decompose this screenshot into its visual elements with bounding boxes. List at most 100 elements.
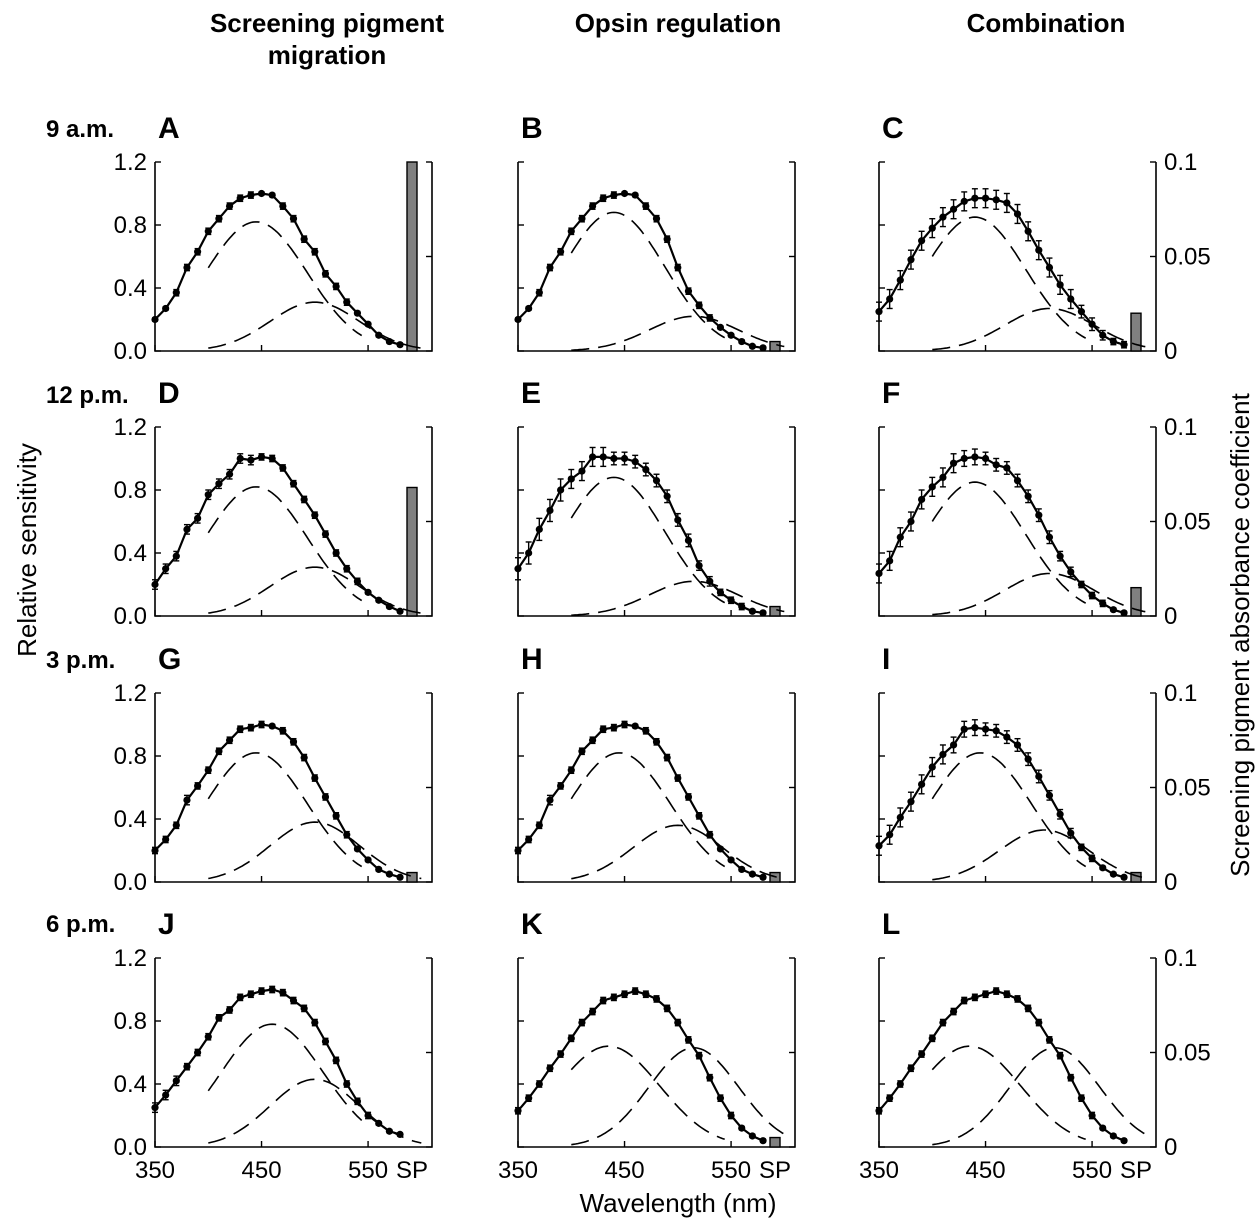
panel-c: C 0 0.05 0.1 [875, 112, 1211, 365]
panel-g: G 0.0 0.4 0.8 1.2 [114, 643, 433, 896]
data-point [247, 191, 255, 199]
y-tick-label: 0.4 [114, 275, 147, 302]
data-point [578, 467, 586, 475]
panel-letter: K [521, 908, 543, 941]
data-point [225, 202, 234, 210]
data-point [716, 845, 725, 853]
data-point [599, 453, 607, 461]
data-point [215, 480, 223, 488]
data-point [992, 461, 1000, 469]
data-point [949, 1007, 958, 1016]
data-point [535, 289, 543, 297]
panel-l: L 0 0.05 0.1 350 450 550 SP [859, 908, 1211, 1184]
component-short-curve [207, 221, 363, 337]
panel-letter: L [882, 908, 900, 941]
data-point [599, 194, 607, 202]
data-point [684, 793, 693, 801]
data-point [1035, 511, 1043, 519]
data-point [151, 315, 159, 324]
y-axis-label-right: Screening pigment absorbance coefficient [1225, 392, 1255, 876]
data-point [588, 1007, 597, 1016]
data-point [289, 215, 298, 223]
data-point [1035, 1018, 1043, 1027]
data-point [1024, 1004, 1032, 1013]
component-long-curve [932, 307, 1146, 351]
data-point [1099, 599, 1107, 608]
data-point [567, 227, 575, 235]
data-point [1120, 873, 1128, 881]
data-point [674, 774, 682, 782]
axis-frame [517, 427, 796, 617]
data-point [1099, 864, 1107, 872]
data-point [684, 1036, 693, 1044]
component-long-curve [208, 301, 422, 349]
data-point [204, 491, 212, 499]
sp-bar [1130, 586, 1142, 617]
data-point [321, 530, 330, 538]
data-point [535, 525, 543, 533]
data-point [620, 720, 629, 729]
panel-i: I 0 0.05 0.1 [875, 643, 1211, 896]
data-point [706, 1074, 714, 1082]
component-long-curve [571, 580, 785, 616]
data-point [716, 323, 725, 331]
data-point [588, 736, 597, 744]
sp-bar [769, 1136, 781, 1148]
data-point [215, 747, 223, 755]
data-point [1077, 580, 1086, 589]
model-fit-line [878, 989, 1125, 1142]
y-tick-label: 0.0 [114, 869, 147, 896]
data-point [194, 248, 202, 256]
component-long-curve [208, 821, 422, 880]
data-point [375, 1119, 383, 1127]
model-fit-line [154, 723, 401, 879]
sp-bar [769, 605, 781, 617]
data-point [236, 725, 244, 733]
panel-a: A 0.0 0.4 0.8 1.2 [114, 112, 433, 365]
data-point [514, 1107, 522, 1115]
data-point [279, 989, 287, 997]
data-point [759, 344, 767, 352]
component-long-curve [571, 1047, 785, 1146]
data-point [183, 263, 191, 272]
data-point [353, 577, 362, 585]
component-long-curve [932, 1047, 1146, 1146]
data-point [928, 1034, 936, 1042]
panel-k: K 350 450 550 SP [498, 908, 796, 1184]
panel-letter: E [521, 377, 541, 410]
model-fit-line [154, 455, 401, 613]
sp-bar [769, 340, 781, 352]
x-tick-label: 350 [859, 1157, 899, 1184]
y-tick-label: 0.0 [114, 338, 147, 365]
data-point [204, 766, 212, 774]
data-point [353, 845, 362, 853]
data-point [567, 766, 575, 774]
data-point [981, 454, 990, 463]
data-point [1067, 295, 1075, 303]
sp-bar [1130, 312, 1142, 352]
data-point [1109, 606, 1117, 614]
data-point [247, 724, 255, 732]
data-point [525, 1094, 533, 1102]
data-point [300, 495, 308, 504]
data-point [514, 565, 522, 573]
data-point [247, 456, 255, 464]
x-tick-label: 350 [498, 1157, 538, 1184]
data-point [535, 821, 543, 829]
y-tick-label: 0.8 [114, 477, 147, 504]
data-point [896, 533, 904, 541]
panel-letter: G [158, 643, 181, 676]
data-point [321, 1037, 330, 1046]
component-short-curve [570, 1045, 725, 1141]
data-point [289, 996, 298, 1005]
data-point [225, 470, 234, 478]
data-point [928, 483, 936, 491]
data-point [886, 557, 894, 565]
data-point [1035, 246, 1043, 254]
data-point [225, 736, 234, 744]
component-short-curve [931, 1045, 1086, 1141]
data-point [748, 1132, 756, 1140]
data-point [620, 454, 629, 463]
data-point [289, 738, 298, 746]
data-point [268, 985, 276, 994]
